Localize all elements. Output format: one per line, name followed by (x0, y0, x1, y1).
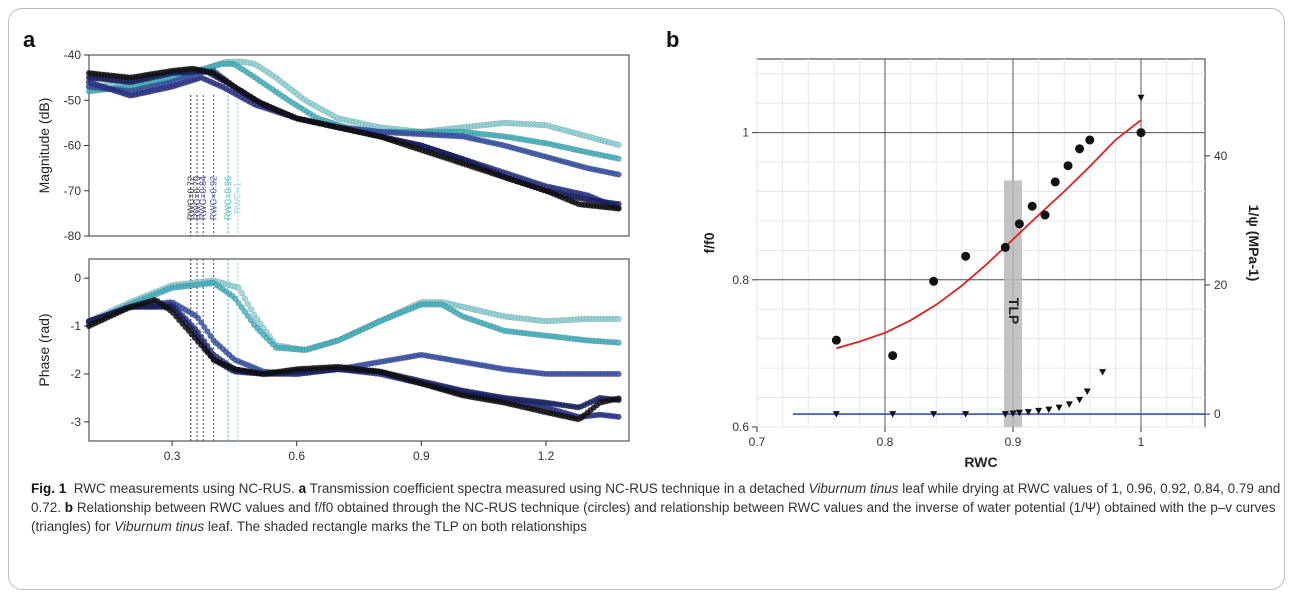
x-tick-label: 0.6 (288, 449, 305, 463)
circle-point (1000, 242, 1010, 252)
y-tick-label: -50 (64, 93, 82, 107)
y2-tick-label: 40 (1214, 149, 1228, 163)
y-tick-label: -2 (70, 367, 81, 381)
rwc-marker-label: RWC=0.79 (192, 176, 202, 220)
data-point (247, 306, 255, 313)
circle-point (1040, 210, 1050, 220)
rwc-marker-label: RWC=0.96 (223, 176, 233, 220)
data-point (615, 171, 622, 178)
y-tick-label: -70 (64, 184, 82, 198)
panel-a-label: a (23, 27, 36, 52)
y-tick-label: -40 (64, 48, 82, 62)
x-tick-label: 1 (1138, 435, 1145, 449)
rwc-marker-label: RWC=0.84 (198, 176, 208, 220)
circle-point (1075, 144, 1085, 154)
figure-caption: Fig. 1 RWC measurements using NC-RUS. a … (31, 479, 1281, 536)
circle-point (929, 276, 939, 286)
caption-b-text-2: leaf. The shaded rectangle marks the TLP… (207, 519, 587, 534)
x-tick-label: 0.8 (877, 435, 894, 449)
magnitude-axis-label: Magnitude (dB) (36, 98, 52, 194)
y-tick-label: -3 (70, 415, 81, 429)
figure-frame: a -40 -50 -60 -70 -80 Magnitude (dB) RWC=0.72 RW… (8, 8, 1285, 590)
y-tick-label: -1 (70, 319, 81, 333)
data-point (615, 141, 622, 149)
data-point (238, 290, 245, 297)
panel-b-label: b (666, 27, 679, 52)
y-tick-label: -60 (64, 139, 82, 153)
phase-axis-label: Phase (rad) (36, 313, 52, 386)
data-point (615, 370, 622, 378)
caption-b-label: b (64, 500, 74, 515)
inverse-water-potential-axis-label: 1/ψ (MPa-1) (1246, 205, 1262, 282)
rwc-marker-label: RWC=0.92 (209, 176, 219, 220)
rwc-fratio-plot: TLP 0.7 0.8 0.9 1 0.6 0.8 1 0 20 40 RWC f/f0 1/ψ (MPa… (701, 58, 1262, 469)
data-point (235, 284, 242, 291)
data-point (615, 395, 622, 402)
plot-frame (756, 58, 1206, 428)
circle-point (1063, 161, 1073, 171)
circle-point (1085, 135, 1095, 145)
data-point (615, 315, 622, 323)
magnitude-subplot: -40 -50 -60 -70 -80 Magnitude (dB) (36, 48, 630, 243)
rwc-axis-label: RWC (964, 454, 997, 469)
caption-fig-label: Fig. 1 (31, 481, 67, 496)
x-tick-label: 1.2 (538, 449, 555, 463)
caption-a-text-1: Transmission coefficient spectra measure… (309, 481, 805, 496)
y2-tick-label: 20 (1214, 278, 1228, 292)
y2-tick-label: 0 (1214, 407, 1221, 421)
data-point (615, 205, 622, 212)
caption-a-species: Viburnum tinus (808, 481, 899, 496)
data-point (615, 155, 622, 162)
y-tick-label: -80 (64, 229, 82, 243)
circle-point (1050, 177, 1060, 187)
circle-point (831, 335, 841, 345)
data-point (615, 339, 622, 346)
data-point (615, 413, 622, 420)
x-tick-label: 0.9 (413, 449, 430, 463)
rwc-marker-label: RWC=0.72 (186, 176, 196, 220)
fratio-axis-label: f/f0 (701, 232, 717, 253)
circle-point (1027, 201, 1037, 211)
y-tick-label: 0.8 (732, 273, 749, 287)
circle-point (961, 251, 971, 261)
data-point (244, 300, 252, 308)
x-tick-label: 0.3 (164, 449, 181, 463)
caption-b-species: Viburnum tinus (114, 519, 205, 534)
series-rwc-0-72 (85, 65, 622, 212)
x-tick-label: 0.7 (749, 435, 766, 449)
frequency-axis-label: Frequency (MHz) (297, 468, 420, 469)
x-tick-label: 0.9 (1005, 435, 1022, 449)
caption-title: RWC measurements using NC-RUS. (73, 481, 295, 496)
tlp-label: TLP (1006, 298, 1022, 324)
circle-point (1136, 128, 1146, 138)
circle-point (888, 351, 898, 361)
y-tick-label: 0 (74, 271, 81, 285)
y-tick-label: 1 (742, 126, 749, 140)
caption-a-label: a (298, 481, 307, 496)
y-tick-label: 0.6 (732, 420, 749, 434)
phase-subplot: 0 -1 -2 -3 Phase (rad) 0.3 0.6 0.9 1.2 Frequency … (36, 258, 630, 469)
rwc-marker-label: RWC=1 (233, 182, 243, 214)
data-point (241, 295, 248, 302)
circle-point (1014, 219, 1024, 229)
